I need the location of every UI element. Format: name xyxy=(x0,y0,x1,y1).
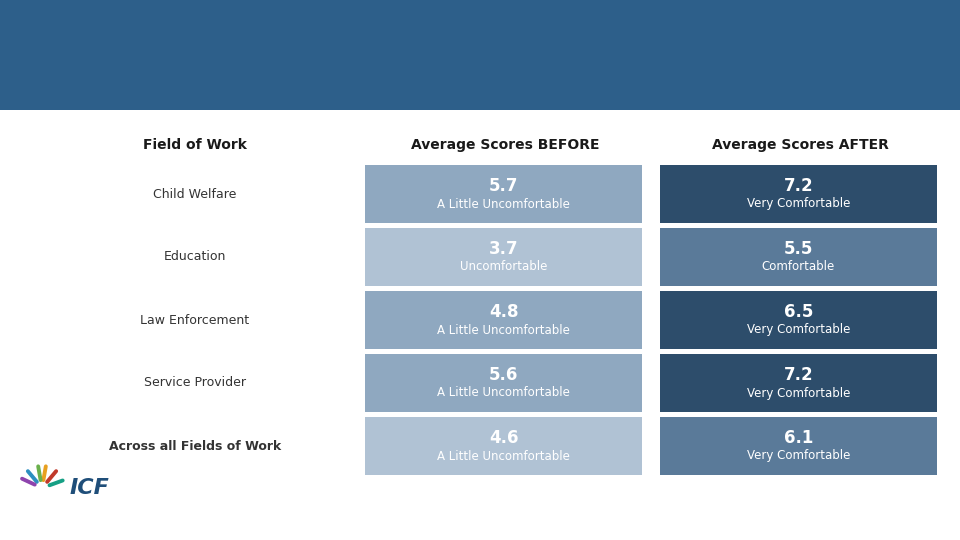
Text: A Little Uncomfortable: A Little Uncomfortable xyxy=(437,387,570,400)
Text: Field of Work: Field of Work xyxy=(143,138,247,152)
Text: Very Comfortable: Very Comfortable xyxy=(747,198,851,211)
Bar xyxy=(365,228,642,286)
Text: Very Comfortable: Very Comfortable xyxy=(747,449,851,462)
Text: Average Scores BEFORE: Average Scores BEFORE xyxy=(411,138,599,152)
Text: Uncomfortable: Uncomfortable xyxy=(460,260,547,273)
Bar xyxy=(660,228,937,286)
Text: 4.8: 4.8 xyxy=(489,303,518,321)
Text: 5.6: 5.6 xyxy=(489,366,518,384)
Bar xyxy=(660,417,937,475)
Text: 3.7: 3.7 xyxy=(489,240,518,258)
Text: 7.2: 7.2 xyxy=(783,177,813,195)
Bar xyxy=(660,354,937,412)
Text: Education: Education xyxy=(164,251,227,264)
Text: Child Welfare: Child Welfare xyxy=(154,187,237,200)
Text: 7.2: 7.2 xyxy=(783,366,813,384)
Text: ICF: ICF xyxy=(70,478,109,498)
Bar xyxy=(0,0,960,110)
Bar xyxy=(365,354,642,412)
Bar xyxy=(660,291,937,349)
Text: Comfortable: Comfortable xyxy=(762,260,835,273)
Text: 4.6: 4.6 xyxy=(489,429,518,447)
Text: Very Comfortable: Very Comfortable xyxy=(747,387,851,400)
Bar xyxy=(660,165,937,223)
Text: Very Comfortable: Very Comfortable xyxy=(747,323,851,336)
Text: Across all Fields of Work: Across all Fields of Work xyxy=(108,440,281,453)
Text: 6.5: 6.5 xyxy=(783,303,813,321)
Text: Law Enforcement: Law Enforcement xyxy=(140,314,250,327)
Text: A Little Uncomfortable: A Little Uncomfortable xyxy=(437,323,570,336)
Text: Average Scores AFTER: Average Scores AFTER xyxy=(711,138,888,152)
Text: 5.7: 5.7 xyxy=(489,177,518,195)
Text: Service Provider: Service Provider xyxy=(144,376,246,389)
Bar xyxy=(365,165,642,223)
Text: A Little Uncomfortable: A Little Uncomfortable xyxy=(437,198,570,211)
Text: A Little Uncomfortable: A Little Uncomfortable xyxy=(437,449,570,462)
Bar xyxy=(365,291,642,349)
Bar xyxy=(365,417,642,475)
Text: Level of Comfort by Field of Work: Level of Comfort by Field of Work xyxy=(86,34,874,76)
Text: 5.5: 5.5 xyxy=(783,240,813,258)
Text: 6.1: 6.1 xyxy=(783,429,813,447)
